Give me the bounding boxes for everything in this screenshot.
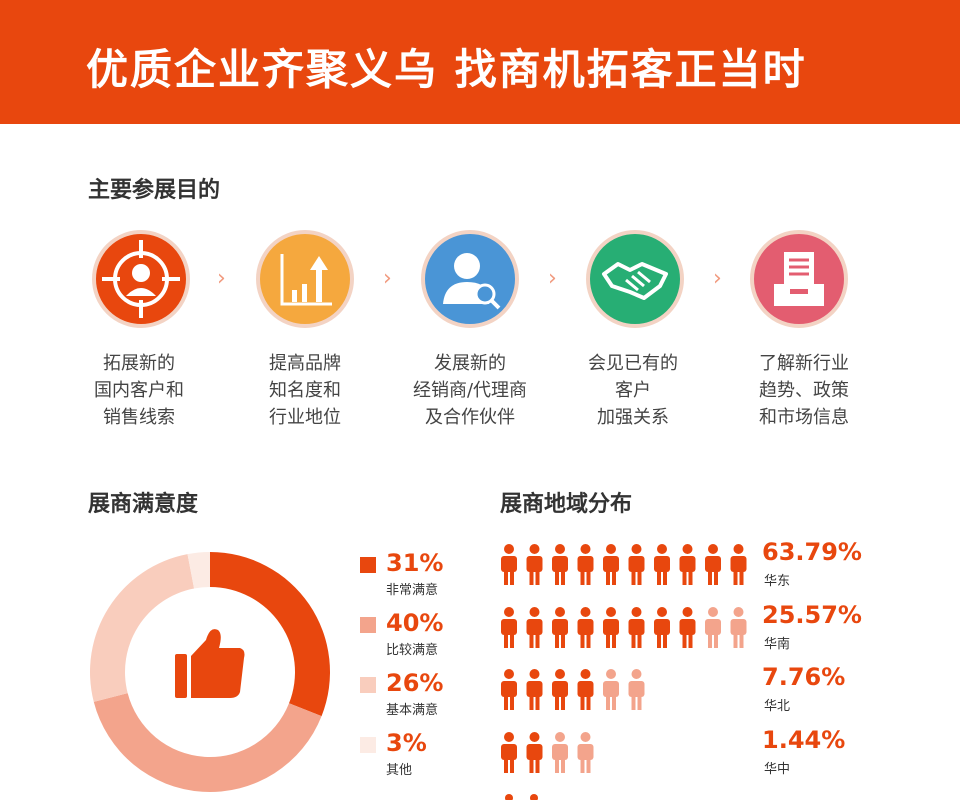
region-row-cutoff: [505, 794, 538, 800]
purpose-label: 提高品牌知名度和行业地位: [225, 350, 385, 431]
person-icon: [501, 669, 517, 710]
person-icon: [526, 607, 543, 648]
purpose-label-line: 国内客户和: [94, 380, 184, 401]
growth-chart-icon: [256, 230, 354, 328]
purpose-label-line: 和市场信息: [759, 407, 849, 428]
person-icon: [654, 607, 670, 648]
person-icon: [501, 544, 517, 585]
legend-label: 基本满意: [386, 703, 439, 718]
region-name: 华南: [764, 637, 791, 652]
satisfaction-section-title: 展商满意度: [88, 492, 199, 517]
handshake-icon: [586, 230, 684, 328]
legend-swatch: [360, 617, 376, 633]
purpose-label-line: 加强关系: [597, 407, 669, 428]
document-tray-icon: [750, 230, 848, 328]
region-name: 华北: [764, 699, 791, 714]
person-icon: [577, 669, 594, 710]
donut-slice-4: [187, 552, 210, 589]
region-name: 华中: [764, 762, 791, 777]
purpose-label-line: 客户: [615, 380, 651, 401]
region-percent: 1.44%: [762, 726, 846, 754]
person-icon: [526, 544, 543, 585]
user-search-icon: [421, 230, 519, 328]
person-icon: [705, 544, 721, 585]
purpose-section-title: 主要参展目的: [88, 178, 221, 203]
person-icon: [552, 732, 568, 773]
region-people: [501, 732, 594, 773]
legend-swatch: [360, 737, 376, 753]
person-icon: [730, 607, 747, 648]
region-people: [501, 669, 645, 710]
region-section-title: 展商地域分布: [500, 492, 633, 517]
region-percent: 63.79%: [762, 538, 862, 566]
donut-slice-3: [89, 554, 195, 702]
chevron-right-icon: ›: [217, 266, 226, 291]
person-icon: [679, 544, 696, 585]
legend-percent: 26%: [386, 669, 444, 697]
legend-percent: 3%: [386, 729, 427, 757]
satisfaction-donut-chart: [89, 552, 330, 793]
person-icon: [679, 607, 696, 648]
purpose-label-line: 会见已有的: [588, 353, 678, 374]
person-icon: [577, 607, 594, 648]
person-icon: [526, 669, 543, 710]
purpose-label: 了解新行业趋势、政策和市场信息: [724, 350, 884, 431]
person-icon: [577, 544, 594, 585]
person-icon: [654, 544, 670, 585]
header-banner: 优质企业齐聚义乌 找商机拓客正当时: [0, 0, 960, 124]
purpose-label-line: 趋势、政策: [759, 380, 849, 401]
purpose-label-line: 行业地位: [269, 407, 341, 428]
chevron-right-icon: ›: [548, 266, 557, 291]
person-icon: [552, 607, 568, 648]
person-icon: [501, 607, 517, 648]
person-icon: [628, 669, 645, 710]
purpose-label: 拓展新的国内客户和销售线索: [59, 350, 219, 431]
purpose-label: 发展新的经销商/代理商 及合作伙伴: [390, 350, 550, 431]
legend-swatch: [360, 677, 376, 693]
person-icon: [603, 669, 619, 710]
person-icon: [526, 732, 543, 773]
person-icon: [552, 544, 568, 585]
purpose-label-line: 及合作伙伴: [425, 407, 515, 428]
purpose-label-line: 知名度和: [269, 380, 341, 401]
person-icon: [730, 544, 747, 585]
legend-percent: 40%: [386, 609, 444, 637]
purpose-label-line: 提高品牌: [269, 353, 341, 374]
region-percent: 25.57%: [762, 601, 862, 629]
purpose-label: 会见已有的客户加强关系: [553, 350, 713, 431]
purpose-label-line: 经销商/代理商: [412, 380, 528, 401]
donut-slice-1: [210, 552, 330, 717]
legend-swatch: [360, 557, 376, 573]
thumbs-up-icon: [175, 629, 245, 698]
person-icon: [577, 732, 594, 773]
donut-slice-2: [93, 693, 322, 793]
person-icon: [628, 544, 645, 585]
person-icon: [501, 732, 517, 773]
person-icon: [603, 544, 619, 585]
legend-percent: 31%: [386, 549, 444, 577]
purpose-label-line: 发展新的: [434, 353, 506, 374]
person-icon: [603, 607, 619, 648]
region-people: [501, 607, 747, 648]
page-title: 优质企业齐聚义乌 找商机拓客正当时: [86, 45, 807, 94]
person-icon: [628, 607, 645, 648]
region-people: [501, 544, 747, 585]
chevron-right-icon: ›: [713, 266, 722, 291]
person-icon: [705, 607, 721, 648]
region-percent: 7.76%: [762, 663, 846, 691]
purpose-label-line: 拓展新的: [103, 353, 175, 374]
purpose-label-line: 销售线索: [103, 407, 175, 428]
region-name: 华东: [764, 574, 791, 589]
chevron-right-icon: ›: [383, 266, 392, 291]
legend-label: 非常满意: [386, 583, 439, 598]
legend-label: 比较满意: [386, 643, 439, 658]
purpose-label-line: 了解新行业: [759, 353, 849, 374]
person-icon: [552, 669, 568, 710]
target-customer-icon: [92, 230, 190, 328]
legend-label: 其他: [386, 763, 413, 778]
